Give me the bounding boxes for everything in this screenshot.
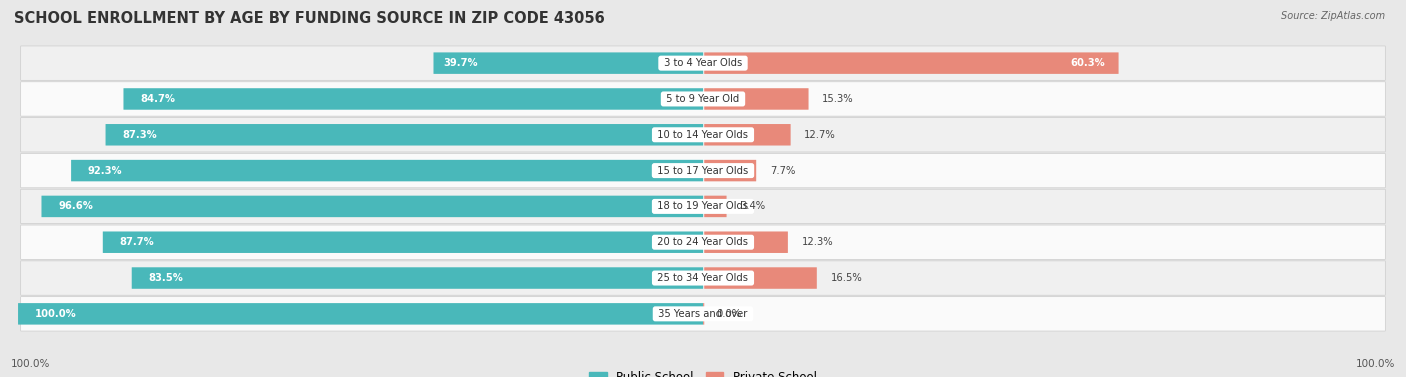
FancyBboxPatch shape bbox=[704, 160, 756, 181]
Text: 12.7%: 12.7% bbox=[804, 130, 837, 140]
FancyBboxPatch shape bbox=[42, 196, 703, 217]
FancyBboxPatch shape bbox=[21, 82, 1385, 116]
Text: 16.5%: 16.5% bbox=[831, 273, 862, 283]
Text: 20 to 24 Year Olds: 20 to 24 Year Olds bbox=[654, 237, 752, 247]
FancyBboxPatch shape bbox=[704, 196, 727, 217]
FancyBboxPatch shape bbox=[21, 225, 1385, 259]
FancyBboxPatch shape bbox=[124, 88, 703, 110]
Text: 83.5%: 83.5% bbox=[149, 273, 183, 283]
FancyBboxPatch shape bbox=[21, 261, 1385, 295]
FancyBboxPatch shape bbox=[21, 297, 1385, 331]
Text: Source: ZipAtlas.com: Source: ZipAtlas.com bbox=[1281, 11, 1385, 21]
FancyBboxPatch shape bbox=[704, 124, 790, 146]
FancyBboxPatch shape bbox=[704, 267, 817, 289]
Legend: Public School, Private School: Public School, Private School bbox=[585, 366, 821, 377]
FancyBboxPatch shape bbox=[72, 160, 703, 181]
Text: 87.3%: 87.3% bbox=[122, 130, 157, 140]
FancyBboxPatch shape bbox=[103, 231, 703, 253]
Text: 7.7%: 7.7% bbox=[770, 166, 796, 176]
Text: 15 to 17 Year Olds: 15 to 17 Year Olds bbox=[654, 166, 752, 176]
Text: 18 to 19 Year Olds: 18 to 19 Year Olds bbox=[654, 201, 752, 211]
Text: 92.3%: 92.3% bbox=[87, 166, 122, 176]
Text: 60.3%: 60.3% bbox=[1070, 58, 1105, 68]
FancyBboxPatch shape bbox=[433, 52, 703, 74]
Text: 3 to 4 Year Olds: 3 to 4 Year Olds bbox=[661, 58, 745, 68]
Text: 87.7%: 87.7% bbox=[120, 237, 155, 247]
Text: 100.0%: 100.0% bbox=[11, 359, 51, 369]
Text: 100.0%: 100.0% bbox=[1355, 359, 1395, 369]
FancyBboxPatch shape bbox=[132, 267, 703, 289]
FancyBboxPatch shape bbox=[18, 303, 703, 325]
FancyBboxPatch shape bbox=[21, 189, 1385, 224]
Text: 15.3%: 15.3% bbox=[823, 94, 853, 104]
FancyBboxPatch shape bbox=[105, 124, 703, 146]
Text: 0.0%: 0.0% bbox=[717, 309, 742, 319]
FancyBboxPatch shape bbox=[21, 118, 1385, 152]
FancyBboxPatch shape bbox=[704, 88, 808, 110]
Text: 12.3%: 12.3% bbox=[801, 237, 834, 247]
Text: 5 to 9 Year Old: 5 to 9 Year Old bbox=[664, 94, 742, 104]
Text: 84.7%: 84.7% bbox=[141, 94, 176, 104]
Text: 25 to 34 Year Olds: 25 to 34 Year Olds bbox=[654, 273, 752, 283]
Text: 10 to 14 Year Olds: 10 to 14 Year Olds bbox=[654, 130, 752, 140]
Text: SCHOOL ENROLLMENT BY AGE BY FUNDING SOURCE IN ZIP CODE 43056: SCHOOL ENROLLMENT BY AGE BY FUNDING SOUR… bbox=[14, 11, 605, 26]
Text: 100.0%: 100.0% bbox=[35, 309, 76, 319]
Text: 35 Years and over: 35 Years and over bbox=[655, 309, 751, 319]
FancyBboxPatch shape bbox=[21, 46, 1385, 80]
FancyBboxPatch shape bbox=[704, 231, 787, 253]
FancyBboxPatch shape bbox=[704, 52, 1119, 74]
Text: 3.4%: 3.4% bbox=[740, 201, 765, 211]
Text: 96.6%: 96.6% bbox=[58, 201, 93, 211]
FancyBboxPatch shape bbox=[21, 153, 1385, 188]
Text: 39.7%: 39.7% bbox=[443, 58, 478, 68]
